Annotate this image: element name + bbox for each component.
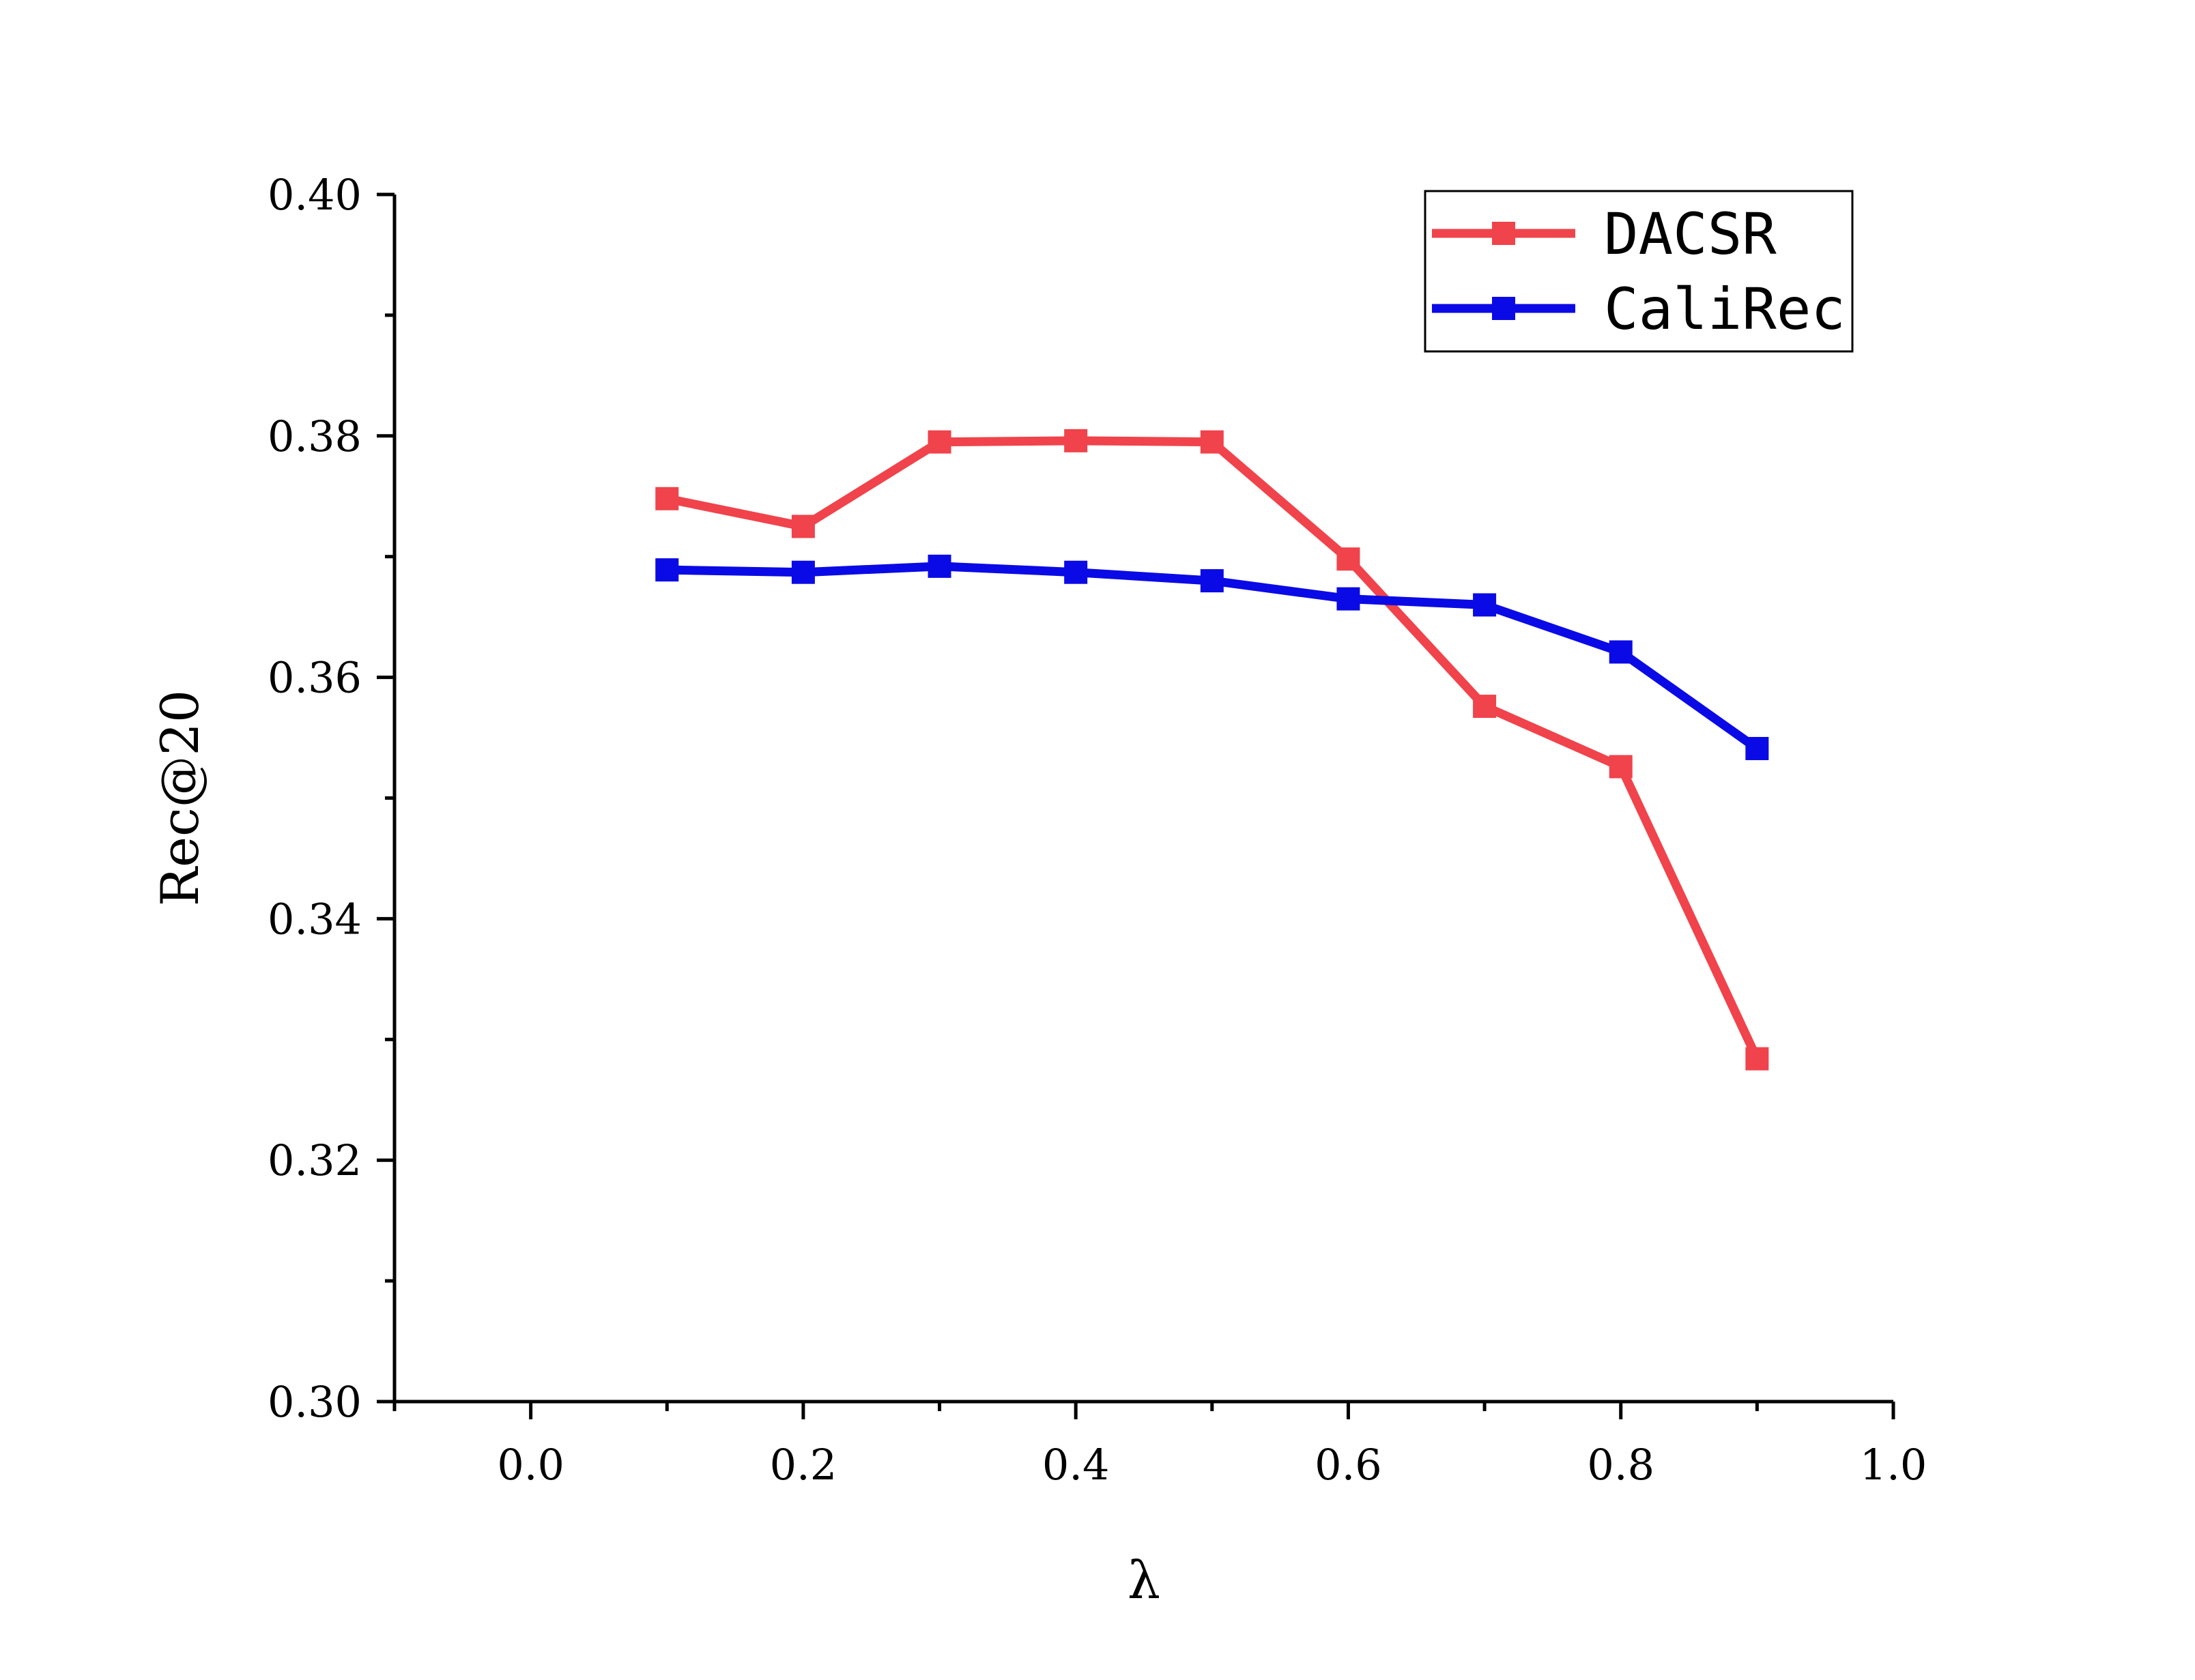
y-tick-label: 0.32 [268,1135,362,1185]
legend-marker [1492,297,1515,320]
data-point-calirec [1609,640,1633,664]
series-layer [655,429,1769,1071]
y-tick-label: 0.38 [268,411,362,461]
data-point-dacsr [791,515,815,538]
data-point-calirec [1336,587,1360,611]
data-point-calirec [791,560,815,584]
y-axis-title: Rec@20 [149,690,210,906]
legend-item-dacsr: DACSR [1432,201,1777,267]
data-point-dacsr [655,487,679,510]
data-point-dacsr [1336,547,1360,571]
y-tick-label: 0.30 [268,1377,362,1427]
data-point-dacsr [1609,755,1633,779]
data-point-dacsr [928,430,951,454]
data-point-calirec [655,558,679,582]
data-point-calirec [1745,736,1769,760]
legend-label: DACSR [1604,201,1777,267]
data-point-calirec [1473,593,1497,617]
data-point-calirec [928,554,951,578]
x-tick-label: 0.0 [497,1440,564,1490]
legend-item-calirec: CaliRec [1432,276,1846,343]
x-tick-label: 0.4 [1042,1440,1110,1490]
data-point-dacsr [1064,429,1088,452]
y-tick-label: 0.34 [268,894,362,944]
data-point-dacsr [1473,695,1497,719]
x-tick-label: 1.0 [1860,1440,1927,1490]
series-dacsr [655,429,1769,1071]
x-tick-label: 0.8 [1587,1440,1654,1490]
x-tick-label: 0.6 [1315,1440,1382,1490]
data-point-calirec [1064,560,1088,584]
x-axis-title: λ [1128,1550,1160,1610]
data-point-dacsr [1745,1047,1769,1071]
legend: DACSR CaliRec [1424,190,1854,353]
x-tick-label: 0.2 [770,1440,837,1490]
legend-marker [1492,222,1515,245]
y-tick-label: 0.40 [268,170,362,220]
data-point-calirec [1200,569,1224,593]
y-tick-label: 0.36 [268,653,362,703]
data-point-dacsr [1200,430,1224,454]
legend-label: CaliRec [1604,276,1846,343]
series-calirec [655,554,1769,760]
legend-box [1424,190,1854,353]
x-ticks: 0.0 0.2 0.4 0.6 0.8 1.0 [392,1402,1927,1490]
y-ticks: 0.30 0.32 0.34 0.36 0.38 0.40 [268,170,394,1427]
